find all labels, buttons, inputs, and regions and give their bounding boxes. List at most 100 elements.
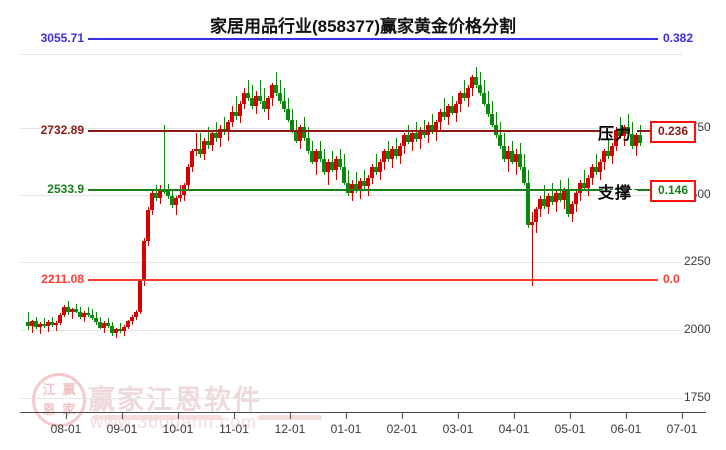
candle-body: [402, 135, 406, 146]
candle-body: [34, 321, 38, 328]
page-title: 家居用品行业(858377)赢家黄金价格分割: [209, 17, 517, 36]
x-axis-tick-mark: [346, 412, 347, 419]
candle-body: [534, 209, 538, 223]
candle-body: [530, 222, 534, 225]
gridline: [20, 195, 682, 196]
gann-price-label-0p382: 3055.71: [40, 31, 84, 45]
candle-wick: [532, 211, 533, 286]
candle-body: [506, 151, 510, 160]
x-axis-tick-mark: [234, 412, 235, 419]
candle-body: [594, 166, 598, 173]
candle-body: [174, 198, 178, 205]
candle-body: [566, 190, 570, 215]
candle-body: [42, 324, 46, 327]
support-ratio-box[interactable]: 0.146: [650, 180, 697, 202]
candle-body: [66, 306, 70, 313]
candle-wick: [248, 80, 249, 102]
candle-body: [98, 322, 102, 328]
resistance-ratio-box[interactable]: 0.236: [650, 121, 697, 143]
candle-body: [602, 151, 606, 162]
candle-body: [374, 166, 378, 172]
candle-body: [294, 130, 298, 141]
x-axis-tick-label: 10-01: [162, 422, 194, 436]
candle-body: [562, 190, 566, 200]
candle-body: [366, 177, 370, 187]
candle-body: [242, 93, 246, 104]
candle-body: [110, 326, 114, 334]
gann-price-label-0p0: 2211.08: [41, 272, 84, 286]
candle-body: [574, 193, 578, 204]
x-axis-tick-mark: [66, 412, 67, 419]
candle-body: [226, 122, 230, 133]
support-ratio-value: 0.146: [658, 183, 689, 197]
candle-wick: [176, 195, 177, 215]
candle-body: [326, 161, 330, 172]
candle-body: [154, 193, 158, 199]
candle-wick: [480, 72, 481, 96]
candle-wick: [28, 311, 29, 330]
candle-body: [430, 124, 434, 132]
candle-body: [450, 106, 454, 113]
candle-body: [346, 182, 350, 194]
candle-body: [70, 309, 74, 313]
candle-body: [286, 109, 290, 120]
candle-body: [134, 311, 138, 317]
candle-body: [498, 135, 502, 146]
candle-body: [626, 127, 630, 134]
candle-wick: [276, 72, 277, 96]
candle-body: [518, 153, 522, 167]
candle-body: [546, 195, 550, 207]
gridline: [20, 128, 682, 129]
candle-wick: [596, 153, 597, 175]
candle-body: [118, 329, 122, 332]
candle-wick: [180, 185, 181, 203]
candle-wick: [252, 85, 253, 110]
candle-body: [282, 101, 286, 110]
candle-body: [114, 329, 118, 334]
candle-body: [74, 309, 78, 312]
candle-wick: [108, 318, 109, 328]
candle-body: [614, 130, 618, 146]
candle-body: [58, 314, 62, 323]
candle-wick: [544, 185, 545, 210]
candle-wick: [464, 80, 465, 102]
candle-wick: [284, 87, 285, 112]
y-axis-tick: 2000: [684, 322, 711, 336]
x-axis-tick-label: 05-01: [554, 422, 586, 436]
candle-body: [106, 322, 110, 327]
candle-body: [170, 196, 174, 205]
candle-wick: [88, 306, 89, 317]
candle-body: [442, 111, 446, 117]
candle-body: [622, 127, 626, 137]
watermark-seal-icon: 江 赢 恩 家: [32, 373, 86, 427]
candle-body: [598, 161, 602, 173]
candle-wick: [44, 318, 45, 328]
candle-body: [610, 145, 614, 157]
candle-body: [526, 182, 530, 225]
candle-body: [330, 161, 334, 170]
candle-body: [86, 312, 90, 316]
candle-body: [146, 210, 150, 241]
candle-body: [502, 145, 506, 160]
seal-char: 恩: [42, 402, 56, 417]
x-axis-tick-label: 02-01: [386, 422, 418, 436]
x-axis-tick-label: 04-01: [498, 422, 530, 436]
plot-area: [20, 30, 682, 412]
candle-body: [234, 111, 238, 116]
candle-wick: [424, 119, 425, 138]
candle-body: [406, 135, 410, 142]
candle-wick: [72, 307, 73, 319]
seal-char: 家: [62, 402, 76, 417]
seal-char: 赢: [62, 382, 76, 397]
gann-price-label-0p146: 2533.9: [47, 182, 84, 196]
candle-body: [482, 93, 486, 104]
candle-wick: [432, 114, 433, 134]
watermark-bar: [92, 415, 222, 420]
candle-body: [218, 128, 222, 138]
candle-body: [178, 194, 182, 199]
candle-body: [270, 85, 274, 99]
x-axis-tick-label: 07-01: [666, 422, 698, 436]
candle-wick: [200, 132, 201, 159]
candle-body: [238, 103, 242, 116]
